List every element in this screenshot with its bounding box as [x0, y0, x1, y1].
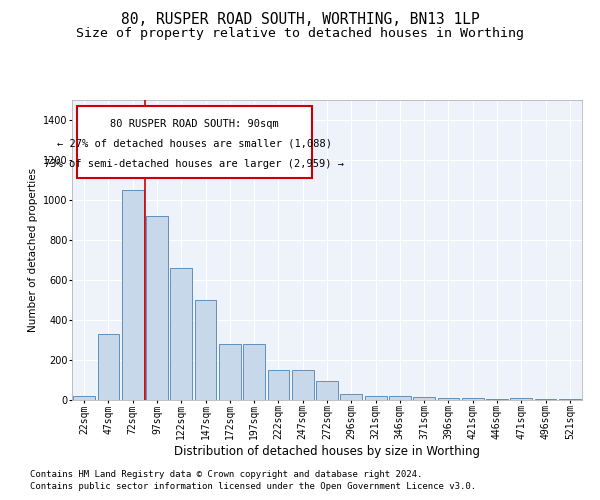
- Text: Contains HM Land Registry data © Crown copyright and database right 2024.: Contains HM Land Registry data © Crown c…: [30, 470, 422, 479]
- Text: 73% of semi-detached houses are larger (2,959) →: 73% of semi-detached houses are larger (…: [44, 158, 344, 168]
- Bar: [73, 396, 95, 400]
- Bar: [243, 344, 265, 400]
- FancyBboxPatch shape: [77, 106, 312, 178]
- Bar: [170, 268, 192, 400]
- Bar: [535, 399, 556, 400]
- Bar: [268, 370, 289, 400]
- Bar: [97, 334, 119, 400]
- Bar: [486, 399, 508, 400]
- Text: Contains public sector information licensed under the Open Government Licence v3: Contains public sector information licen…: [30, 482, 476, 491]
- Bar: [437, 398, 460, 400]
- Text: Size of property relative to detached houses in Worthing: Size of property relative to detached ho…: [76, 28, 524, 40]
- Y-axis label: Number of detached properties: Number of detached properties: [28, 168, 38, 332]
- Bar: [413, 397, 435, 400]
- Bar: [316, 381, 338, 400]
- Bar: [462, 398, 484, 400]
- Bar: [340, 394, 362, 400]
- Text: 80 RUSPER ROAD SOUTH: 90sqm: 80 RUSPER ROAD SOUTH: 90sqm: [110, 119, 279, 129]
- Bar: [389, 396, 411, 400]
- Bar: [219, 344, 241, 400]
- Text: ← 27% of detached houses are smaller (1,088): ← 27% of detached houses are smaller (1,…: [57, 138, 332, 148]
- Bar: [194, 300, 217, 400]
- Text: 80, RUSPER ROAD SOUTH, WORTHING, BN13 1LP: 80, RUSPER ROAD SOUTH, WORTHING, BN13 1L…: [121, 12, 479, 28]
- Bar: [559, 399, 581, 400]
- Bar: [292, 370, 314, 400]
- Bar: [122, 190, 143, 400]
- Bar: [146, 216, 168, 400]
- Bar: [511, 398, 532, 400]
- X-axis label: Distribution of detached houses by size in Worthing: Distribution of detached houses by size …: [174, 445, 480, 458]
- Bar: [365, 396, 386, 400]
